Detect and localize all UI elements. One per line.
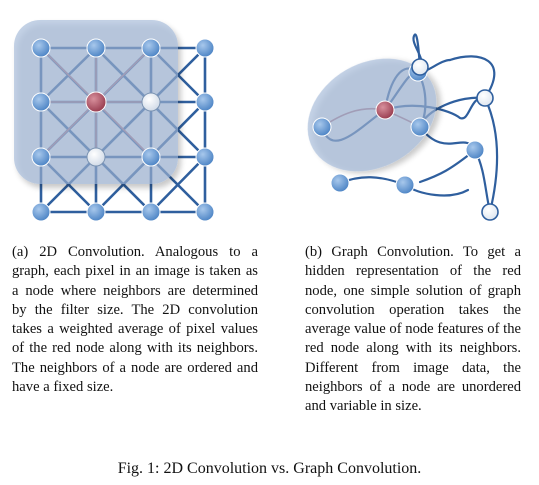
red-node (375, 100, 395, 120)
graph-convolution-diagram (307, 33, 499, 221)
graph-nodes (312, 58, 499, 221)
neighborhood-region (307, 58, 437, 172)
grid-nodes (31, 38, 215, 222)
grid-convolution-diagram (14, 20, 215, 222)
caption-a: (a) 2D Convolution. Analogous to a graph… (12, 244, 258, 396)
caption-b: (b) Graph Convolution. To get a hidden r… (305, 244, 521, 415)
red-node (85, 91, 107, 113)
figure-caption: Fig. 1: 2D Convolution vs. Graph Convolu… (117, 460, 422, 477)
